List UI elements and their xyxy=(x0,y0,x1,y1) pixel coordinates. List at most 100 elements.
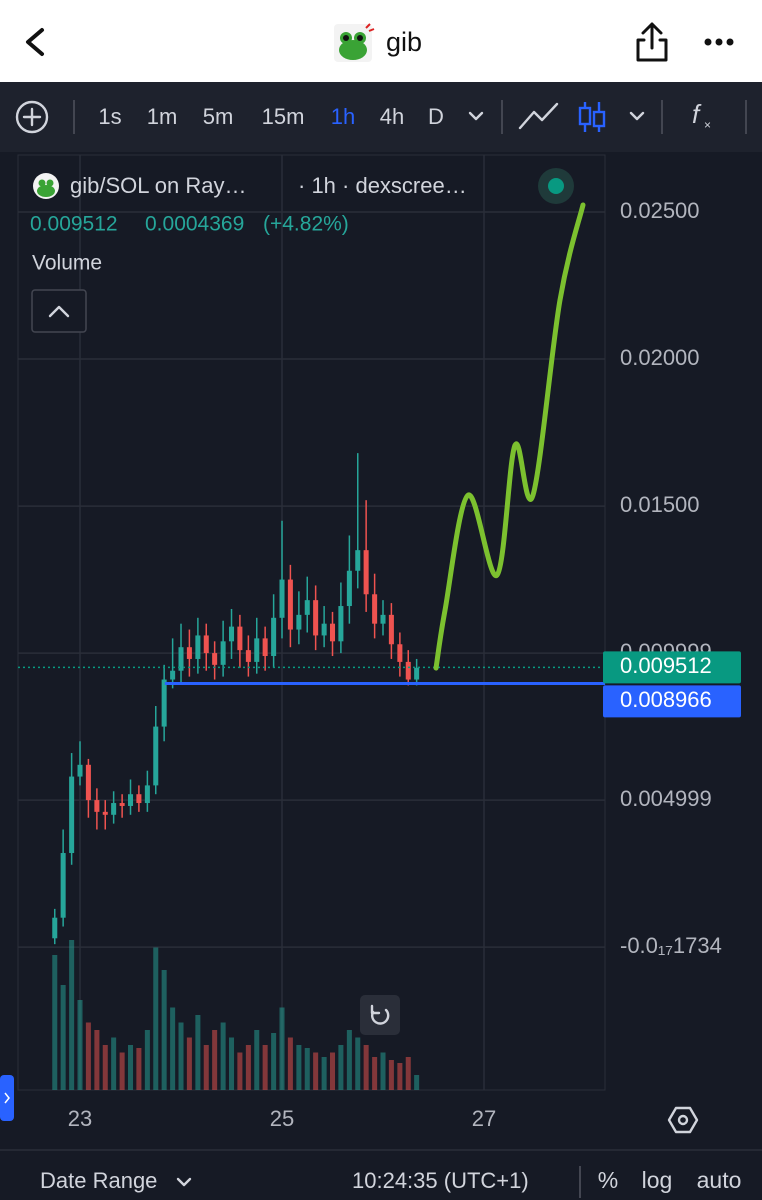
interval-menu[interactable] xyxy=(468,111,484,121)
settings-button[interactable] xyxy=(667,1106,699,1134)
candle-chart-button[interactable] xyxy=(578,102,606,132)
interval-group: 1s 1m 5m 15m 1h 4h D xyxy=(98,104,444,129)
chart-type-menu[interactable] xyxy=(629,111,645,121)
candle-body xyxy=(313,600,319,636)
collapse-icon xyxy=(48,305,70,318)
scale-options: % log auto xyxy=(598,1167,742,1193)
indicators-icon: × xyxy=(704,118,711,132)
interval-button[interactable]: 4h xyxy=(380,104,404,129)
volume-bar xyxy=(237,1052,243,1090)
candle-body xyxy=(279,579,285,618)
volume-pane xyxy=(52,940,420,1090)
scale-option[interactable]: auto xyxy=(697,1167,742,1193)
token-icon xyxy=(334,23,375,62)
candle-body xyxy=(220,641,226,665)
volume-bar xyxy=(405,1057,411,1090)
candle-body xyxy=(203,635,209,654)
level-tag xyxy=(603,685,741,718)
y-tick-label: 0.02500 xyxy=(620,198,700,223)
volume-bar xyxy=(203,1045,209,1090)
y-tick-label: -0.0₁₇1734 xyxy=(620,933,722,958)
volume-bar xyxy=(321,1057,327,1090)
share-button[interactable] xyxy=(636,22,668,62)
candle-body xyxy=(119,803,125,806)
candle-body xyxy=(178,647,184,671)
interval-button[interactable]: 15m xyxy=(262,104,305,129)
level-tag-label: 0.008966 xyxy=(620,687,712,712)
volume-bar xyxy=(245,1045,251,1090)
drawn-trend-line xyxy=(433,202,586,671)
symbol-label: gib/SOL on Ray… xyxy=(70,173,247,198)
last-price-tag xyxy=(603,651,741,684)
candle-body xyxy=(102,811,108,815)
date-range-button[interactable]: Date Range xyxy=(40,1168,157,1193)
last-price-tag-label: 0.009512 xyxy=(620,653,712,678)
candle-body xyxy=(136,794,142,804)
candle-body xyxy=(338,606,344,642)
scale-option[interactable]: log xyxy=(642,1167,673,1193)
candle-body xyxy=(254,638,260,662)
volume-bar xyxy=(262,1045,268,1090)
volume-bar xyxy=(397,1063,403,1090)
volume-bar xyxy=(170,1007,176,1090)
reset-icon xyxy=(370,1004,390,1025)
candle-body xyxy=(195,635,201,659)
volume-bar xyxy=(144,1030,150,1090)
candle-body xyxy=(329,623,336,642)
time-axis: 23 25 27 xyxy=(68,1106,496,1131)
volume-bar xyxy=(304,1048,310,1090)
candle-body xyxy=(397,644,403,662)
symbol-icon xyxy=(33,173,59,199)
candle-body xyxy=(127,794,134,806)
volume-bar xyxy=(136,1048,142,1090)
volume-bar xyxy=(287,1037,293,1090)
back-button[interactable] xyxy=(26,28,44,56)
interval-button[interactable]: 1h xyxy=(331,104,355,129)
reset-button[interactable] xyxy=(360,995,400,1035)
volume-bar xyxy=(212,1030,218,1090)
scale-option[interactable]: % xyxy=(598,1167,618,1193)
volume-bar xyxy=(153,947,159,1090)
side-tab-icon xyxy=(4,1092,10,1104)
y-tick-label: 0.004999 xyxy=(620,786,712,811)
candle-body xyxy=(271,617,277,657)
side-tab[interactable] xyxy=(0,1075,14,1121)
volume-bar xyxy=(271,1033,277,1090)
interval-button[interactable]: 1m xyxy=(147,104,178,129)
indicators-button[interactable]: f xyxy=(692,99,702,129)
x-tick-label: 25 xyxy=(270,1106,294,1131)
overlay xyxy=(18,202,605,685)
volume-bar xyxy=(186,1037,192,1090)
more-button[interactable] xyxy=(704,38,734,46)
source-label: · 1h · dexscree… xyxy=(298,173,467,198)
change-percent: (+4.82%) xyxy=(263,213,349,236)
candle-body xyxy=(245,650,251,662)
settings-icon xyxy=(677,1114,689,1126)
price-axis: -0.0₁₇17340.0049990.0099990.015000.02000… xyxy=(603,198,741,958)
interval-button[interactable]: D xyxy=(428,104,444,129)
y-tick-label: 0.02000 xyxy=(620,345,700,370)
volume-bar xyxy=(414,1075,420,1090)
volume-bar xyxy=(102,1045,108,1090)
line-chart-button[interactable] xyxy=(518,102,559,130)
candle-body xyxy=(388,614,394,645)
volume-bar xyxy=(296,1045,302,1090)
candle-body xyxy=(69,776,75,854)
candle-body xyxy=(94,800,100,812)
candle-body xyxy=(52,917,58,939)
add-button[interactable] xyxy=(15,100,49,134)
interval-button[interactable]: 1s xyxy=(98,104,121,129)
candle-body xyxy=(321,623,327,636)
status-dot xyxy=(548,178,564,194)
volume-bar xyxy=(119,1052,125,1090)
volume-label: Volume xyxy=(32,252,102,275)
volume-bar xyxy=(195,1015,201,1090)
volume-bar xyxy=(388,1060,394,1090)
candles xyxy=(52,453,420,945)
interval-button[interactable]: 5m xyxy=(203,104,234,129)
candle-body xyxy=(372,594,378,624)
volume-bar xyxy=(77,1000,83,1090)
volume-bar xyxy=(52,955,58,1090)
collapse-button[interactable] xyxy=(31,289,87,333)
